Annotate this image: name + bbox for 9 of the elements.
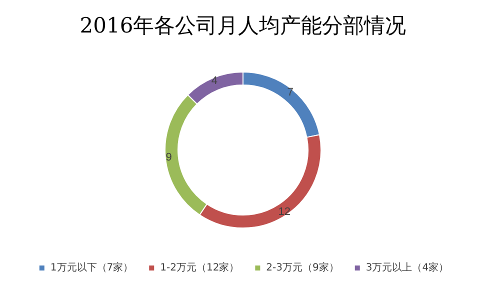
data-label: 7	[287, 86, 294, 98]
legend-label: 3万元以上（4家）	[366, 262, 449, 274]
data-label: 12	[278, 206, 291, 218]
legend-label: 1万元以下（7家）	[50, 262, 134, 274]
data-label: 9	[166, 151, 172, 164]
chart-title: 2016年各公司月人均产能分部情况	[80, 14, 406, 38]
data-label: 4	[211, 75, 218, 88]
legend-label: 2-3万元（9家）	[266, 262, 339, 274]
legend-label: 1-2万元（12家）	[160, 262, 240, 274]
